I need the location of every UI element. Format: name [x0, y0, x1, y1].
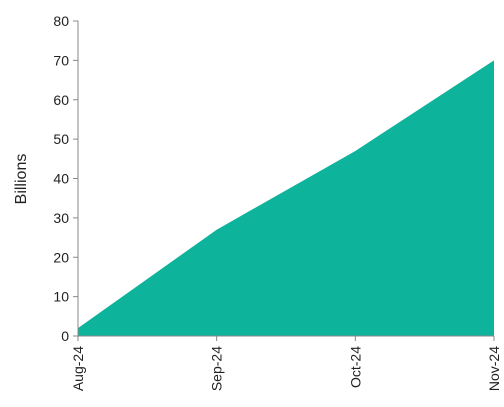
y-axis: 0 10 20 30 40 50 60 70 80 [53, 13, 79, 344]
x-tick-label: Oct-24 [347, 346, 363, 388]
y-axis-title: Billions [13, 154, 30, 205]
y-tick-label: 30 [53, 210, 69, 226]
x-tick-label: Sep-24 [209, 346, 225, 391]
x-tick-label: Nov-24 [486, 346, 502, 391]
y-tick-label: 0 [61, 328, 69, 344]
y-tick-label: 40 [53, 171, 69, 187]
y-tick-label: 80 [53, 13, 69, 29]
y-tick-label: 10 [53, 289, 69, 305]
x-tick-label: Aug-24 [70, 346, 86, 391]
plot-area [78, 60, 494, 336]
y-tick-label: 60 [53, 92, 69, 108]
x-axis: Aug-24 Sep-24 Oct-24 Nov-24 [70, 335, 502, 391]
area-series-0 [78, 60, 494, 336]
y-tick-label: 70 [53, 52, 69, 68]
y-tick-label: 50 [53, 131, 69, 147]
y-tick-label: 20 [53, 249, 69, 265]
